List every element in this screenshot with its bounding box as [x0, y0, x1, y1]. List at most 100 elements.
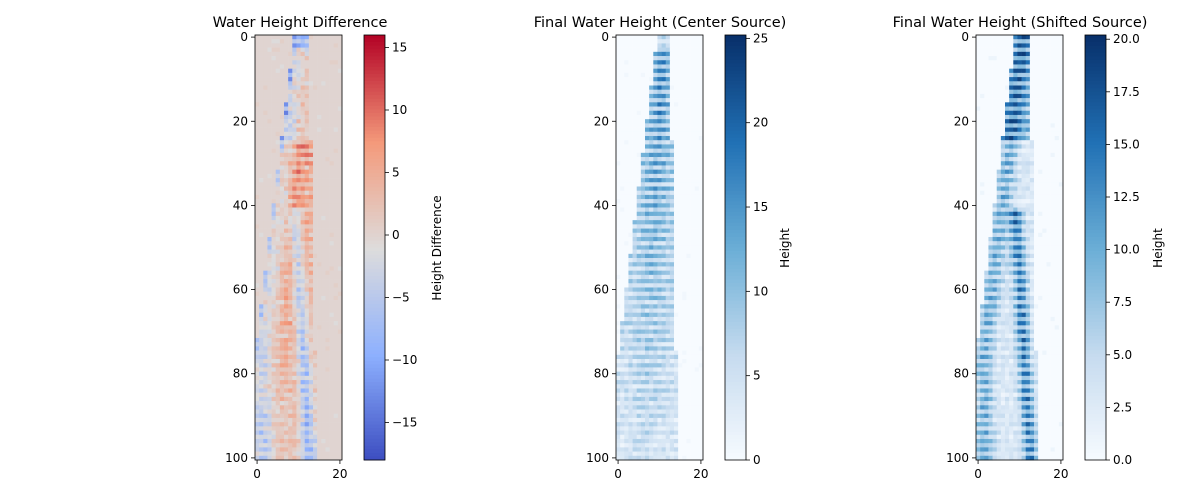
heatmap-cell — [669, 173, 675, 179]
heatmap-cell — [674, 35, 679, 40]
heatmap-cell — [682, 371, 687, 377]
heatmap-cell — [1005, 72, 1010, 78]
heatmap-cell — [980, 60, 985, 65]
heatmap-cell — [284, 224, 289, 229]
heatmap-cell — [674, 232, 679, 238]
heatmap-cell — [674, 140, 679, 145]
heatmap-cell — [317, 447, 322, 452]
heatmap-cell — [649, 39, 654, 44]
heatmap-cell — [300, 106, 306, 112]
heatmap-cell — [690, 51, 696, 57]
heatmap-cell — [698, 123, 704, 128]
heatmap-cell — [674, 266, 679, 271]
heatmap-cell — [698, 165, 704, 170]
heatmap-cell — [640, 47, 646, 53]
heatmap-cell — [690, 148, 696, 154]
heatmap-cell — [337, 291, 343, 297]
heatmap-cell — [329, 165, 335, 170]
heatmap-cell — [329, 388, 335, 393]
heatmap-cell — [620, 409, 625, 415]
heatmap-cell — [292, 316, 297, 322]
heatmap-cell — [620, 232, 625, 238]
heatmap-cell — [653, 422, 658, 427]
heatmap-cell — [1025, 110, 1031, 116]
heatmap-cell — [325, 148, 330, 154]
heatmap-cell — [645, 451, 650, 457]
heatmap-cell — [640, 43, 646, 48]
heatmap-cell — [694, 39, 700, 44]
heatmap-cell — [279, 64, 285, 69]
heatmap-cell — [661, 119, 667, 124]
heatmap-cell — [665, 283, 671, 288]
heatmap-cell — [337, 258, 343, 263]
colorbar-segment — [725, 201, 746, 206]
heatmap-cell — [657, 359, 662, 364]
heatmap-cell — [653, 199, 658, 204]
heatmap-cell — [313, 367, 318, 372]
heatmap-cell — [1038, 93, 1043, 99]
heatmap-cell — [263, 295, 268, 301]
heatmap-cell — [1058, 56, 1064, 61]
heatmap-cell — [1054, 39, 1060, 44]
heatmap-cell — [255, 375, 260, 381]
heatmap-cell — [690, 401, 696, 406]
heatmap-cell — [1029, 43, 1035, 48]
heatmap-cell — [317, 140, 322, 145]
heatmap-cell — [1058, 114, 1064, 120]
heatmap-cell — [636, 140, 642, 145]
heatmap-cell — [636, 72, 642, 78]
heatmap-cell — [325, 51, 330, 57]
heatmap-cell — [329, 140, 335, 145]
heatmap-cell — [284, 178, 289, 183]
heatmap-cell — [698, 291, 704, 297]
heatmap-cell — [308, 384, 314, 389]
heatmap-cell — [288, 253, 293, 259]
heatmap-cell — [292, 236, 297, 242]
heatmap-cell — [661, 359, 667, 364]
heatmap-cell — [657, 119, 662, 124]
heatmap-cell — [329, 426, 335, 431]
heatmap-cell — [698, 308, 704, 314]
heatmap-cell — [279, 253, 285, 259]
heatmap-cell — [649, 135, 654, 141]
heatmap-cell — [325, 236, 330, 242]
heatmap-cell — [284, 304, 289, 309]
heatmap-cell — [308, 89, 314, 95]
heatmap-cell — [698, 430, 704, 436]
heatmap-cell — [661, 329, 667, 335]
heatmap-cell — [694, 236, 700, 242]
heatmap-cell — [686, 106, 691, 112]
heatmap-cell — [267, 194, 272, 200]
heatmap-cell — [313, 186, 318, 191]
heatmap-cell — [657, 144, 662, 149]
heatmap-cell — [296, 405, 301, 410]
heatmap-cell — [259, 455, 264, 461]
heatmap-cell — [337, 346, 343, 351]
heatmap-cell — [624, 152, 629, 158]
heatmap-cell — [616, 367, 621, 372]
heatmap-cell — [690, 85, 696, 91]
heatmap-cell — [296, 388, 301, 393]
heatmap-cell — [333, 363, 339, 368]
heatmap-cell — [275, 384, 281, 389]
heatmap-cell — [686, 148, 691, 154]
heatmap-cell — [255, 194, 260, 200]
heatmap-cell — [304, 199, 310, 204]
heatmap-cell — [653, 417, 658, 423]
heatmap-cell — [624, 110, 629, 116]
heatmap-cell — [624, 232, 629, 238]
heatmap-cell — [620, 211, 625, 217]
heatmap-cell — [304, 274, 310, 280]
heatmap-cell — [661, 279, 667, 284]
heatmap-cell — [686, 430, 691, 436]
heatmap-cell — [308, 253, 314, 259]
heatmap-cell — [632, 333, 638, 339]
heatmap-cell — [690, 47, 696, 53]
heatmap-cell — [292, 295, 297, 301]
heatmap-cell — [992, 102, 998, 107]
heatmap-cell — [313, 304, 318, 309]
heatmap-cell — [682, 426, 687, 431]
heatmap-cell — [321, 426, 326, 431]
heatmap-cell — [694, 325, 700, 330]
